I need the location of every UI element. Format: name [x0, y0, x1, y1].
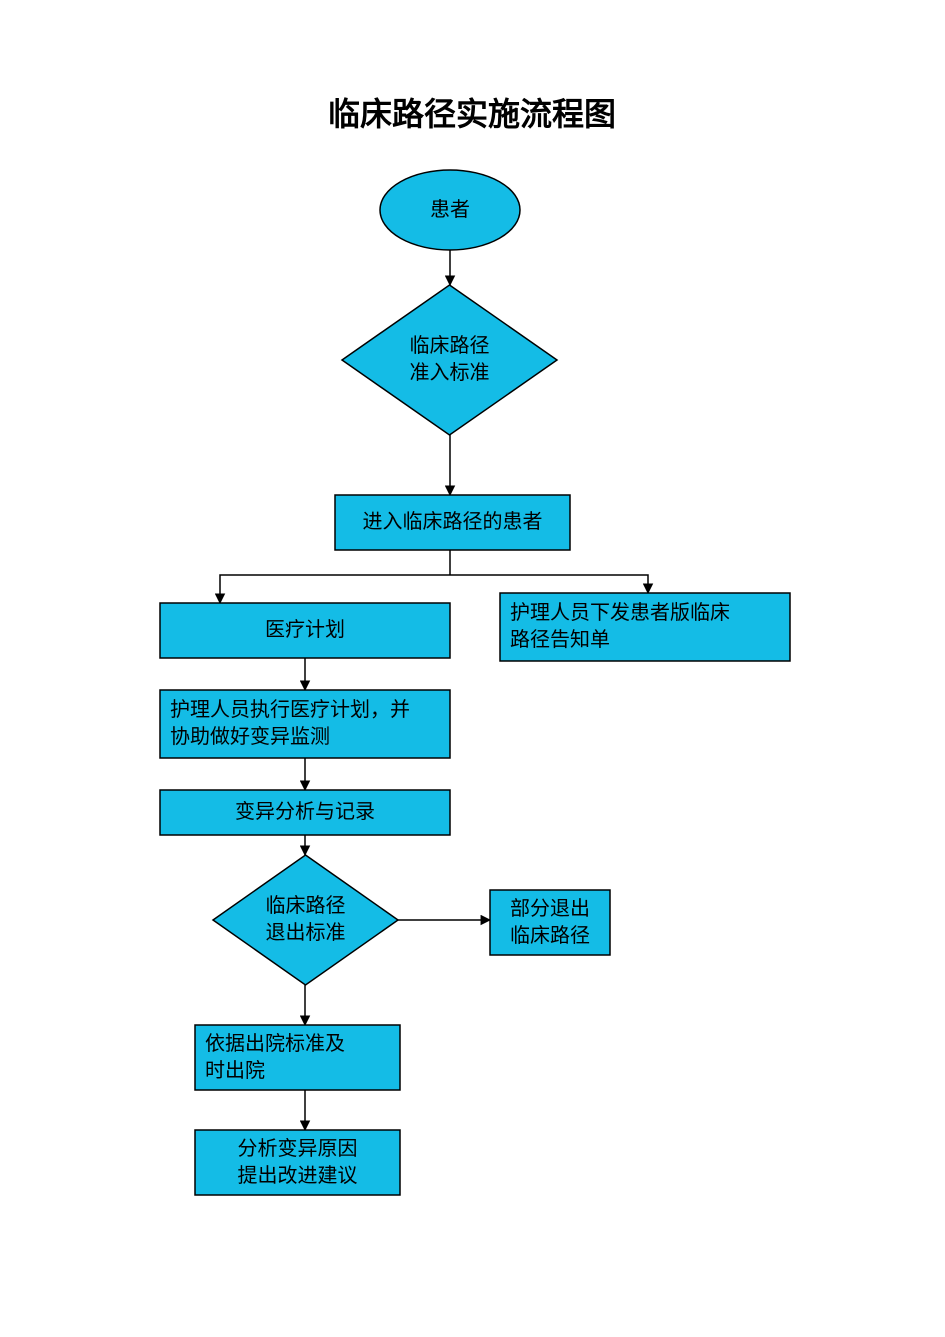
node-n4: 医疗计划	[160, 603, 450, 658]
node-n9-label: 部分退出 临床路径	[510, 896, 590, 950]
node-n3: 进入临床路径的患者	[335, 495, 570, 550]
edge-split-n5	[450, 575, 648, 593]
node-n6: 护理人员执行医疗计划，并 协助做好变异监测	[160, 690, 450, 758]
node-n6-label: 护理人员执行医疗计划，并 协助做好变异监测	[170, 697, 410, 751]
edge-split-n4	[220, 575, 450, 603]
node-n8-label: 临床路径 退出标准	[266, 893, 346, 947]
node-n7-label: 变异分析与记录	[235, 799, 375, 826]
node-n4-label: 医疗计划	[265, 617, 345, 644]
node-n2: 临床路径 准入标准	[342, 285, 557, 435]
node-n1-label: 患者	[430, 197, 470, 224]
flowchart-stage: 临床路径实施流程图 患者临床路径 准入标准进入临床路径的患者医疗计划 护理人员下发…	[0, 0, 945, 1337]
node-n2-label: 临床路径 准入标准	[410, 333, 490, 387]
node-n5-label: 护理人员下发患者版临床 路径告知单	[510, 600, 730, 654]
node-n5: 护理人员下发患者版临床 路径告知单	[500, 593, 790, 661]
node-n7: 变异分析与记录	[160, 790, 450, 835]
node-n8: 临床路径 退出标准	[213, 855, 398, 985]
node-n3-label: 进入临床路径的患者	[363, 509, 543, 536]
node-n1: 患者	[380, 170, 520, 250]
node-n9: 部分退出 临床路径	[490, 890, 610, 955]
node-n11-label: 分析变异原因 提出改进建议	[238, 1136, 358, 1190]
diagram-title: 临床路径实施流程图	[172, 89, 772, 135]
node-n10-label: 依据出院标准及 时出院	[205, 1031, 345, 1085]
node-n10: 依据出院标准及 时出院	[195, 1025, 400, 1090]
node-n11: 分析变异原因 提出改进建议	[195, 1130, 400, 1195]
